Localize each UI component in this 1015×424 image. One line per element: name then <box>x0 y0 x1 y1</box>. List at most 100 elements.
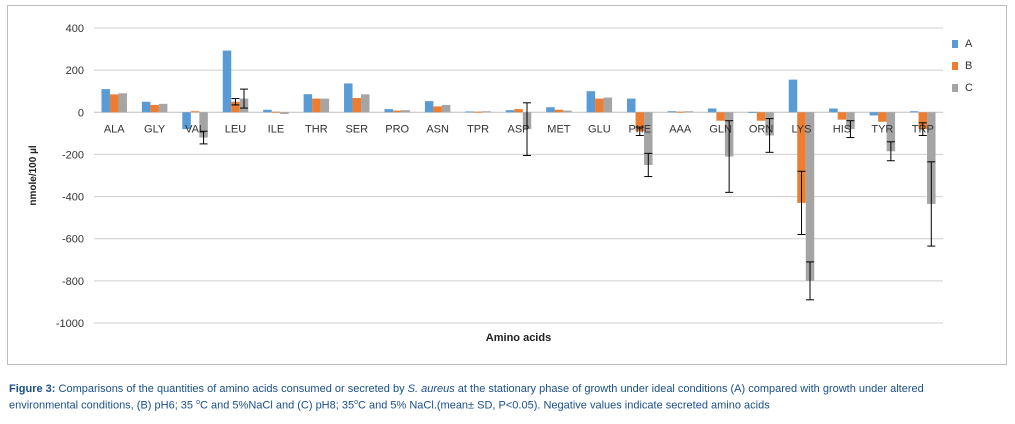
bar-b <box>190 111 200 113</box>
bar-a <box>141 101 151 113</box>
bar-c <box>603 97 613 113</box>
x-tick-label: ASP <box>507 123 529 135</box>
caption-organism: S. aureus <box>407 383 455 395</box>
bar-a <box>505 110 515 113</box>
y-axis-label: nmole/100 µl <box>28 145 39 205</box>
bar-a <box>465 111 474 113</box>
x-tick-label: AAA <box>669 123 692 135</box>
x-tick-label: THR <box>305 123 328 135</box>
x-tick-label: ASN <box>426 123 449 135</box>
bar-a <box>910 111 919 113</box>
y-tick-label: -200 <box>62 149 84 161</box>
bar-a <box>829 108 838 113</box>
y-tick-label: -400 <box>62 192 84 204</box>
legend-swatch-c <box>952 84 958 92</box>
bar-b <box>797 112 806 203</box>
error-bar-c <box>765 118 774 153</box>
legend-label-c: C <box>965 82 973 94</box>
bar-c <box>927 112 936 204</box>
x-tick-label: GLN <box>709 123 732 135</box>
bar-a <box>101 89 110 113</box>
caption-text-before: Comparisons of the quantities of amino a… <box>55 383 408 395</box>
bar-b <box>231 101 240 113</box>
bar-c <box>886 112 896 152</box>
bar-b <box>473 111 483 113</box>
bar-c <box>280 112 289 114</box>
bar-c <box>441 104 451 113</box>
y-tick-label: 0 <box>78 107 84 119</box>
chart-frame: 400 200 0 -200 -400 -600 -800 -1000 ALA GLY VAL LEU… <box>7 5 1007 365</box>
bar-a <box>344 83 353 113</box>
bar-a <box>424 101 434 113</box>
bar-a <box>667 111 676 113</box>
bar-a <box>627 98 636 113</box>
x-tick-label: MET <box>547 123 571 135</box>
x-tick-label: GLY <box>144 123 166 135</box>
bar-c <box>482 111 491 113</box>
bar-c <box>361 94 370 113</box>
bar-b <box>918 112 928 130</box>
bar-c <box>563 110 572 113</box>
x-tick-label: LEU <box>225 123 246 135</box>
x-tick-label: LYS <box>792 123 812 135</box>
caption-degree-1: o <box>196 399 201 406</box>
bar-b <box>352 97 362 113</box>
x-tick-label: ORN <box>749 123 774 135</box>
bar-b <box>756 112 766 121</box>
caption-line2-c: C and 5% NaCl.(mean± SD, P<0.05). Negati… <box>358 399 770 412</box>
error-bar-b <box>797 170 806 235</box>
bar-c <box>644 112 653 165</box>
bar-a <box>384 109 393 113</box>
bar-b <box>595 98 604 113</box>
error-bar-b <box>231 98 240 106</box>
error-bar-c <box>523 102 531 156</box>
error-bar-c <box>644 152 653 178</box>
bar-c <box>805 112 815 281</box>
y-tick-label: -800 <box>62 276 84 288</box>
x-tick-label: TPR <box>467 123 489 135</box>
bar-b <box>837 112 847 120</box>
bar-a <box>222 50 232 113</box>
bar-c <box>118 93 127 113</box>
bar-b <box>150 104 159 113</box>
x-tick-label: PRO <box>385 123 409 135</box>
caption-line2-b: C and 5%NaCl and (C) pH8; 35 <box>200 399 355 412</box>
bar-c <box>320 98 330 113</box>
x-tick-label: SER <box>345 123 368 135</box>
bar-c <box>158 103 168 113</box>
bar-a <box>303 94 313 113</box>
x-tick-label: HIS <box>833 123 851 135</box>
bar-a <box>586 91 596 113</box>
bar-b <box>554 109 564 113</box>
x-axis-label: Amino acids <box>486 332 551 344</box>
bar-b <box>433 106 442 113</box>
legend-swatch-b <box>952 62 958 70</box>
caption-degree-2: o <box>354 399 358 406</box>
bar-b <box>675 111 685 113</box>
bar-a <box>707 108 717 113</box>
error-bar-c <box>846 120 855 139</box>
bar-c <box>401 110 410 113</box>
error-bar-b <box>918 122 927 136</box>
bar-c <box>199 112 208 138</box>
y-tick-label: -1000 <box>56 318 84 330</box>
caption-line2-a: environmental conditions, (B) pH6; 35 <box>9 399 197 412</box>
x-tick-label: VAL <box>185 123 205 135</box>
error-bar-c <box>199 130 208 145</box>
y-tick-label: 200 <box>66 65 84 77</box>
x-tick-label: GLU <box>588 123 611 135</box>
bar-b <box>716 112 725 121</box>
error-bar-c <box>240 88 248 109</box>
bar-a <box>546 107 555 113</box>
bar-a <box>182 112 191 130</box>
x-tick-label: ILE <box>268 123 285 135</box>
x-tick-label: TYR <box>871 123 893 135</box>
bar-b <box>514 109 523 113</box>
bar-b <box>271 111 281 113</box>
bar-a <box>869 112 879 116</box>
error-bar-c <box>927 161 936 247</box>
bar-b <box>312 98 321 113</box>
figure-caption: Figure 3: Comparisons of the quantities … <box>9 382 1009 413</box>
error-bar-c <box>725 120 734 193</box>
bar-b <box>635 112 645 132</box>
